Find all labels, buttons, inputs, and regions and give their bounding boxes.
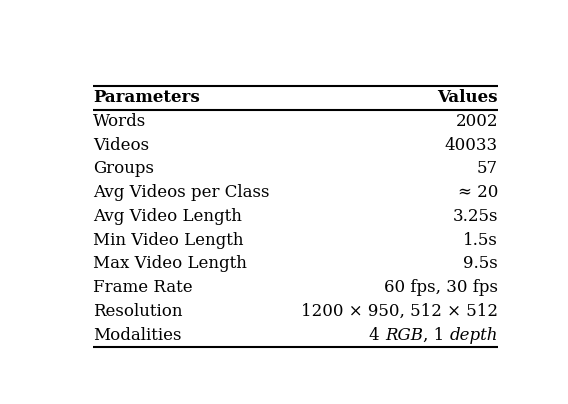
Text: 3.25s: 3.25s — [453, 208, 498, 225]
Text: ≈ 20: ≈ 20 — [458, 184, 498, 201]
Text: Avg Video Length: Avg Video Length — [93, 208, 242, 225]
Text: 9.5s: 9.5s — [463, 255, 498, 272]
Text: 1200 × 950, 512 × 512: 1200 × 950, 512 × 512 — [301, 303, 498, 320]
Text: Avg Videos per Class: Avg Videos per Class — [93, 184, 269, 201]
Text: 40033: 40033 — [445, 137, 498, 154]
Text: 4: 4 — [369, 327, 385, 344]
Text: 60 fps, 30 fps: 60 fps, 30 fps — [384, 279, 498, 296]
Text: 1.5s: 1.5s — [463, 232, 498, 249]
Text: Modalities: Modalities — [93, 327, 182, 344]
Text: Max Video Length: Max Video Length — [93, 255, 247, 272]
Text: RGB: RGB — [385, 327, 423, 344]
Text: depth: depth — [449, 327, 498, 344]
Text: Videos: Videos — [93, 137, 149, 154]
Text: Groups: Groups — [93, 160, 154, 177]
Text: Parameters: Parameters — [93, 89, 200, 106]
Text: Frame Rate: Frame Rate — [93, 279, 193, 296]
Text: 57: 57 — [477, 160, 498, 177]
Text: , 1: , 1 — [423, 327, 449, 344]
Text: 2002: 2002 — [456, 113, 498, 130]
Text: Words: Words — [93, 113, 147, 130]
Text: Values: Values — [437, 89, 498, 106]
Text: Resolution: Resolution — [93, 303, 182, 320]
Text: Min Video Length: Min Video Length — [93, 232, 244, 249]
